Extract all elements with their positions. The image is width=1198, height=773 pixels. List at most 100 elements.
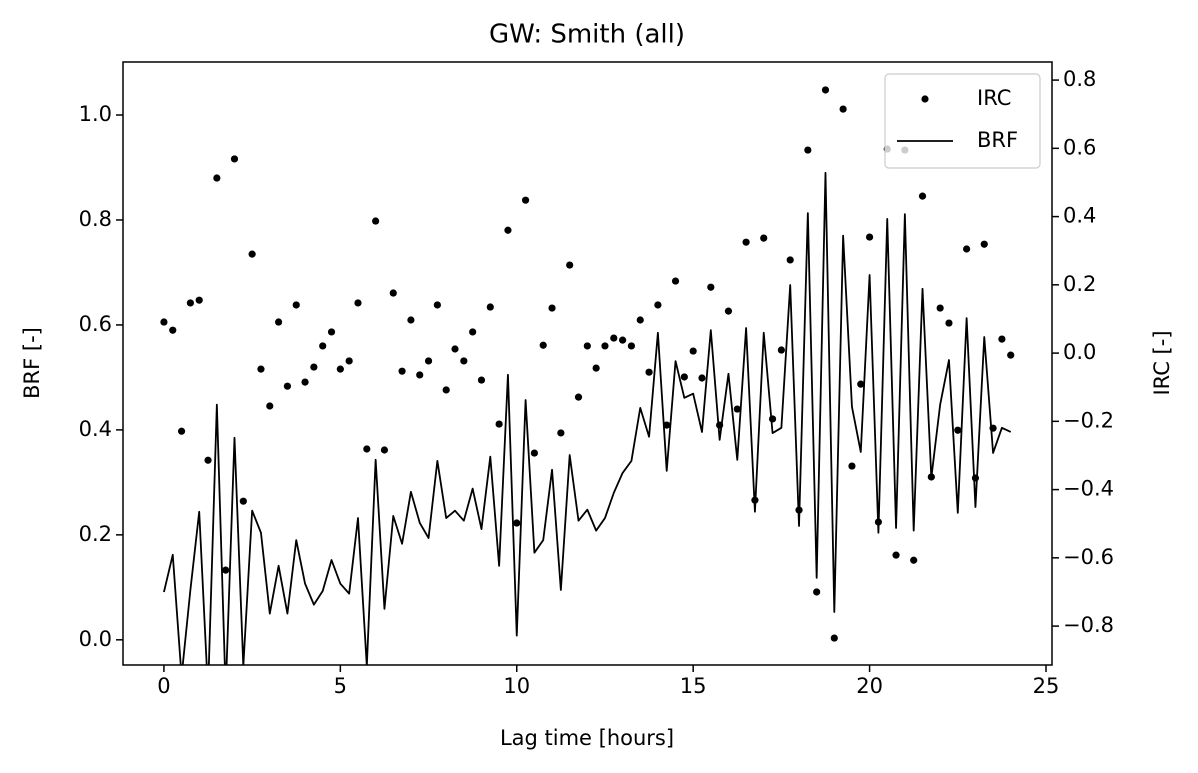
irc-point <box>433 301 441 309</box>
irc-point <box>557 429 565 437</box>
y2-tick-label: −0.6 <box>1063 545 1114 569</box>
irc-point <box>372 217 380 225</box>
irc-point <box>777 346 785 354</box>
irc-point <box>610 334 618 342</box>
irc-point <box>671 277 680 285</box>
irc-point <box>213 174 221 182</box>
irc-point <box>257 365 265 373</box>
irc-point <box>918 192 927 200</box>
irc-point <box>786 256 794 264</box>
irc-point <box>566 261 574 269</box>
irc-point <box>407 316 415 324</box>
irc-point <box>892 551 900 559</box>
irc-point <box>319 342 327 350</box>
y-tick-label: 1.0 <box>79 102 112 126</box>
irc-point <box>636 316 644 324</box>
irc-point <box>521 196 530 204</box>
irc-point <box>742 238 750 246</box>
irc-point <box>645 368 653 376</box>
irc-point <box>186 299 194 307</box>
irc-point <box>495 420 503 428</box>
y-tick-label: 0.6 <box>79 312 112 336</box>
irc-point <box>619 336 627 344</box>
x-tick-label: 5 <box>334 674 347 698</box>
legend-label: IRC <box>977 86 1011 110</box>
irc-point <box>804 146 812 154</box>
irc-point <box>477 376 486 384</box>
x-tick-label: 15 <box>680 674 707 698</box>
irc-point <box>680 373 688 381</box>
irc-point <box>768 415 777 423</box>
irc-point <box>416 371 424 379</box>
irc-point <box>336 365 344 373</box>
y2-tick-label: 0.8 <box>1063 67 1096 91</box>
irc-point <box>857 380 865 388</box>
irc-point <box>910 556 918 564</box>
irc-point <box>1007 351 1015 359</box>
irc-point <box>513 519 521 527</box>
legend-marker <box>921 95 929 103</box>
chart-title: GW: Smith (all) <box>489 20 685 50</box>
legend-label: BRF <box>977 128 1018 152</box>
irc-point <box>160 318 168 326</box>
irc-point <box>592 364 600 372</box>
irc-point <box>830 634 838 642</box>
irc-point <box>460 357 468 365</box>
irc-point <box>222 566 230 574</box>
irc-point <box>954 426 962 434</box>
irc-point <box>865 233 874 241</box>
plot-area <box>160 86 1015 665</box>
irc-point <box>504 226 512 234</box>
irc-point <box>821 86 830 94</box>
irc-point <box>248 250 256 258</box>
irc-point <box>363 445 371 453</box>
irc-point <box>654 301 662 309</box>
irc-point <box>980 240 988 248</box>
irc-point <box>283 382 292 390</box>
irc-point <box>548 304 556 312</box>
plot-frame <box>122 61 1053 666</box>
irc-point <box>239 497 247 505</box>
y2-tick-label: 0.0 <box>1063 340 1096 364</box>
y-tick-label: 0.0 <box>79 627 112 651</box>
irc-point <box>998 335 1006 343</box>
x-tick-label: 10 <box>503 674 530 698</box>
irc-point <box>177 427 186 435</box>
y2-tick-label: −0.4 <box>1063 477 1114 501</box>
irc-point <box>698 374 706 382</box>
irc-point <box>601 342 609 350</box>
irc-point <box>274 318 283 326</box>
irc-point <box>380 446 389 454</box>
irc-point <box>345 357 353 365</box>
irc-point <box>724 307 733 315</box>
x-tick-label: 20 <box>856 674 883 698</box>
irc-point <box>442 386 450 394</box>
irc-point <box>848 462 856 470</box>
irc-point <box>760 234 768 242</box>
y-tick-label: 0.4 <box>79 417 112 441</box>
irc-point <box>310 363 318 371</box>
x-tick-label: 25 <box>1033 674 1060 698</box>
irc-point <box>469 328 477 336</box>
y2-tick-label: 0.4 <box>1063 204 1096 228</box>
irc-point <box>530 449 538 457</box>
irc-point <box>424 357 433 365</box>
irc-point <box>813 588 821 596</box>
irc-point <box>301 378 309 386</box>
x-axis-label: Lag time [hours] <box>500 726 674 750</box>
x-tick-label: 0 <box>157 674 170 698</box>
y-tick-label: 0.2 <box>79 522 112 546</box>
irc-point <box>663 421 671 429</box>
y2-tick-label: −0.2 <box>1063 408 1114 432</box>
y2-tick-label: −0.8 <box>1063 613 1114 637</box>
irc-point <box>627 342 636 350</box>
irc-point <box>266 402 274 410</box>
irc-point <box>583 342 591 350</box>
brf-line <box>163 171 1012 665</box>
irc-point <box>733 405 741 413</box>
irc-point <box>574 393 583 401</box>
irc-point <box>389 289 397 297</box>
irc-point <box>486 303 494 311</box>
